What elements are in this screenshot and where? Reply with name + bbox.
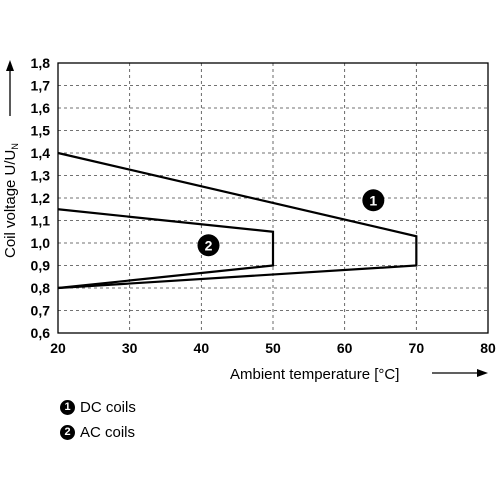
y-tick-label: 1,7: [31, 78, 51, 94]
legend-label-ac: AC coils: [80, 424, 136, 441]
y-tick-label: 1,5: [31, 123, 51, 139]
x-tick-label: 20: [50, 340, 66, 356]
y-tick-label: 0,9: [31, 258, 51, 274]
marker-1-icon: 1: [60, 400, 75, 415]
marker-2-icon: 2: [60, 425, 75, 440]
legend-item-dc: 1 DC coils: [60, 399, 136, 416]
y-tick-label: 1,1: [31, 213, 51, 229]
series-marker-label-1: 1: [369, 192, 377, 208]
y-tick-label: 1,0: [31, 235, 51, 251]
x-tick-label: 30: [122, 340, 138, 356]
legend-label-dc: DC coils: [80, 399, 136, 416]
plot-frame: [57, 62, 489, 334]
grid: [58, 63, 488, 333]
series-marker-label-2: 2: [205, 237, 213, 253]
series-marker-1: [362, 189, 385, 212]
y-tick-label: 1,3: [31, 168, 51, 184]
x-axis-arrow-icon: [432, 369, 488, 377]
svg-text:Coil voltage U/UN: Coil voltage U/UN: [2, 143, 20, 258]
y-tick-label: 1,8: [31, 55, 51, 71]
y-tick-label: 1,4: [31, 145, 51, 161]
x-tick-label: 70: [409, 340, 425, 356]
series-layer: 12: [57, 151, 418, 290]
x-tick-label: 60: [337, 340, 353, 356]
y-tick-label: 0,8: [31, 280, 51, 296]
y-axis-arrow-icon: [6, 60, 14, 116]
series-line-2: [57, 208, 275, 290]
x-tick-labels: 20 30 40 50 60 70 80: [50, 340, 496, 356]
series-marker-2: [197, 234, 220, 257]
y-tick-labels: 0,6 0,7 0,8 0,9 1,0 1,1 1,2 1,3 1,4 1,5 1,6 1,7 1,8: [31, 55, 51, 341]
y-tick-label: 0,7: [31, 303, 51, 319]
y-axis-label-subscript: N: [10, 143, 20, 150]
x-tick-label: 40: [194, 340, 210, 356]
x-tick-label: 80: [480, 340, 496, 356]
x-axis-label: Ambient temperature [°C]: [230, 366, 399, 383]
y-tick-label: 1,6: [31, 100, 51, 116]
y-tick-label: 0,6: [31, 325, 51, 341]
legend-item-ac: 2 AC coils: [60, 424, 135, 441]
series-line-1: [57, 151, 418, 290]
y-axis-label: Coil voltage U/U: [2, 150, 19, 258]
x-tick-label: 50: [265, 340, 281, 356]
y-tick-label: 1,2: [31, 190, 51, 206]
